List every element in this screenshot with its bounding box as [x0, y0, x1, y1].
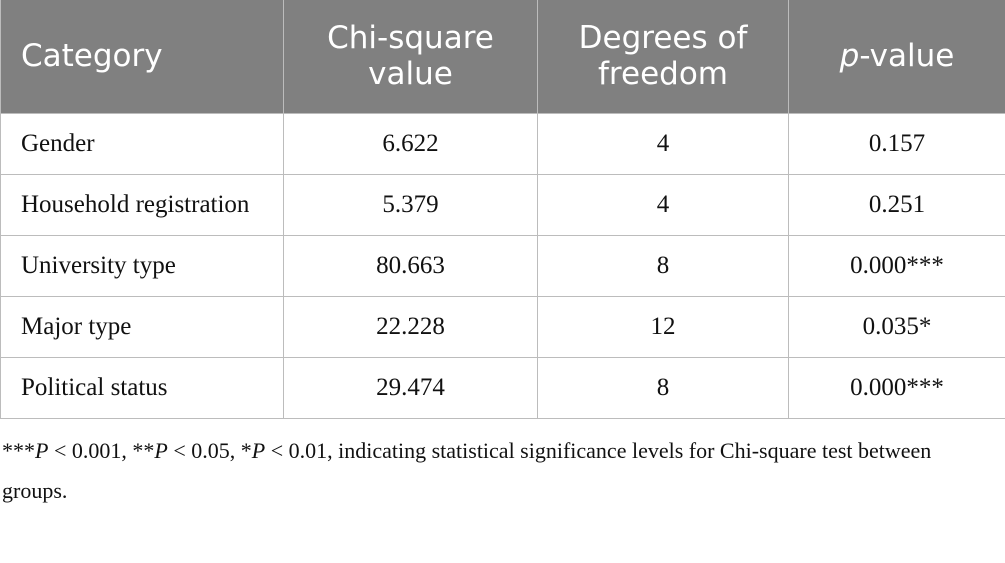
table-row: University type 80.663 8 0.000***	[0, 234, 1005, 297]
table-cell: 4	[537, 112, 789, 175]
footnote-text: < 0.01, indicating statistical significa…	[2, 437, 932, 503]
table-cell: Major type	[0, 295, 284, 358]
table-cell: 80.663	[283, 234, 538, 297]
footnote-text: P	[154, 437, 168, 463]
table-cell: 6.622	[283, 112, 538, 175]
header-text: -value	[859, 38, 955, 75]
table-cell: Household registration	[0, 173, 284, 236]
footnote-text: P	[35, 437, 49, 463]
footnote-text: < 0.001, **	[48, 437, 155, 463]
header-text: p	[839, 38, 860, 75]
table-cell: Gender	[0, 112, 284, 175]
footnote-text: P	[251, 437, 266, 463]
table-row: Major type 22.228 12 0.035*	[0, 295, 1005, 358]
footnote-text: ***	[2, 437, 35, 463]
table-cell: 0.000***	[788, 356, 1005, 419]
footnote: ***P < 0.001, **P < 0.05, *P < 0.01, ind…	[0, 419, 992, 511]
table-cell: 0.000***	[788, 234, 1005, 297]
data-table: Category Chi-square value Degrees of freed…	[0, 0, 1005, 419]
table-cell: University type	[0, 234, 284, 297]
table-cell: 0.251	[788, 173, 1005, 236]
table-cell: 0.157	[788, 112, 1005, 175]
table-cell: 29.474	[283, 356, 538, 419]
table-cell: 22.228	[283, 295, 538, 358]
footnote-text: < 0.05, *	[167, 437, 252, 463]
header-cell: p-value	[788, 0, 1005, 113]
header-cell: Chi-square value	[283, 0, 538, 113]
table-cell: 8	[537, 234, 789, 297]
header-row: Category Chi-square value Degrees of freed…	[0, 0, 1005, 113]
table-cell: 5.379	[283, 173, 538, 236]
table-cell: 8	[537, 356, 789, 419]
table-body: Gender 6.622 4 0.157 Household registration 5…	[0, 112, 1005, 419]
table-cell: 0.035*	[788, 295, 1005, 358]
header-cell: Degrees of freedom	[537, 0, 789, 113]
table-cell: 12	[537, 295, 789, 358]
table-row: Household registration 5.379 4 0.251	[0, 173, 1005, 236]
table-row: Political status 29.474 8 0.000***	[0, 356, 1005, 419]
header-cell: Category	[0, 0, 284, 113]
table-cell: Political status	[0, 356, 284, 419]
table-row: Gender 6.622 4 0.157	[0, 112, 1005, 175]
table-cell: 4	[537, 173, 789, 236]
